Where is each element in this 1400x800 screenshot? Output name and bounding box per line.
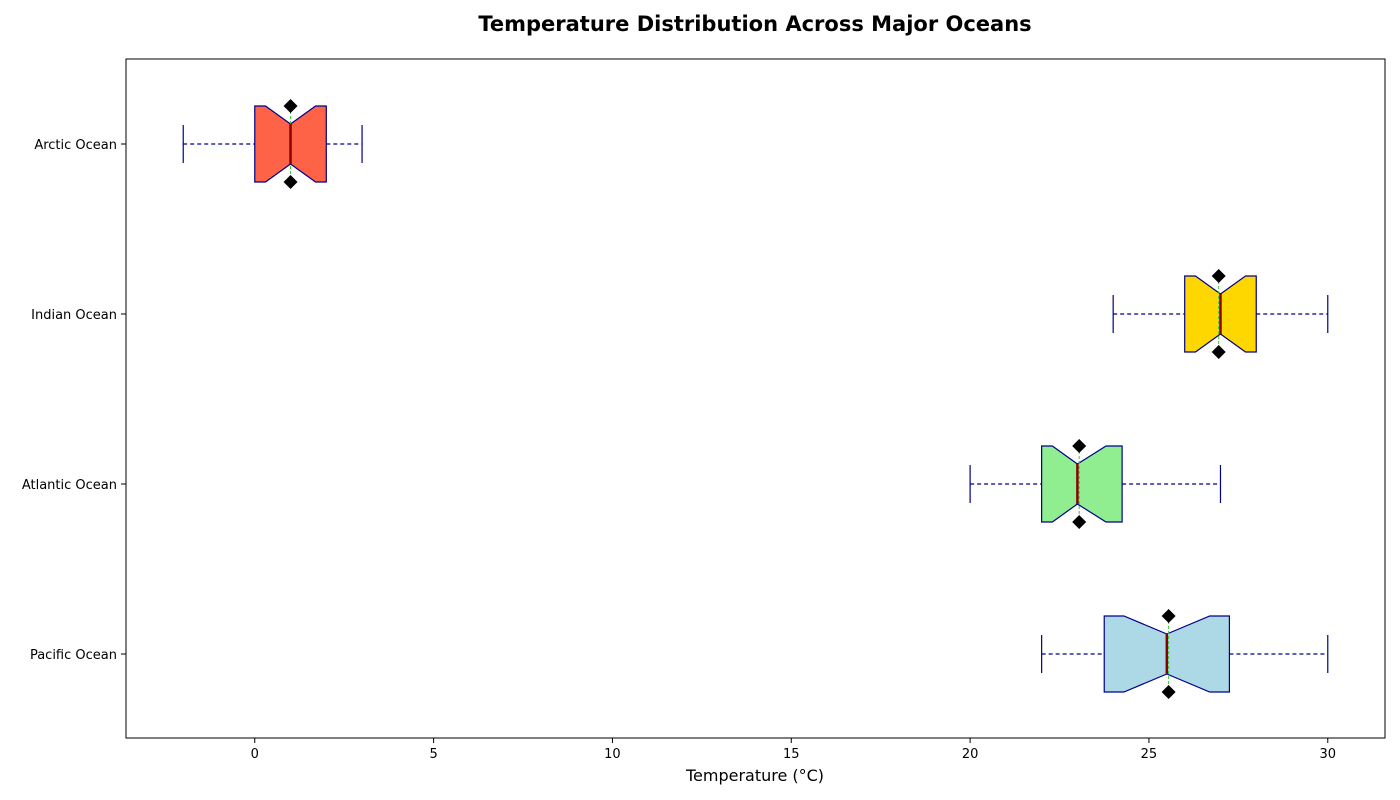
x-tick-label: 25 <box>1141 747 1158 762</box>
x-tick-label: 10 <box>604 747 621 762</box>
y-axis: Pacific Ocean Atlantic Ocean Indian Ocean A… <box>22 138 126 663</box>
marker-bottom <box>1211 345 1226 359</box>
box-atlantic-ocean <box>969 439 1222 529</box>
marker-bottom <box>1072 515 1087 529</box>
marker-top <box>1161 609 1176 623</box>
y-tick-label: Pacific Ocean <box>30 648 117 663</box>
marker-top <box>1072 439 1087 453</box>
x-tick-label: 30 <box>1319 747 1336 762</box>
marker-top <box>283 99 298 113</box>
marker-top <box>1211 269 1226 283</box>
y-tick-label: Atlantic Ocean <box>22 478 117 493</box>
marker-bottom <box>1161 685 1176 699</box>
y-tick-label: Indian Ocean <box>31 308 117 323</box>
x-axis: 0 5 10 15 20 25 30 <box>251 738 1336 762</box>
x-tick-label: 5 <box>429 747 437 762</box>
box-arctic-ocean <box>182 99 363 189</box>
box-indian-ocean <box>1112 269 1329 359</box>
x-tick-label: 0 <box>251 747 259 762</box>
marker-bottom <box>283 175 298 189</box>
box-body <box>1041 445 1123 523</box>
chart-title: Temperature Distribution Across Major Oc… <box>478 12 1031 36</box>
x-axis-label: Temperature (°C) <box>685 766 824 785</box>
plot-frame <box>125 58 1386 739</box>
x-tick-label: 20 <box>962 747 979 762</box>
y-tick-label: Arctic Ocean <box>34 138 117 153</box>
box-pacific-ocean <box>1041 609 1329 699</box>
plot-area <box>182 99 1329 699</box>
x-tick-label: 15 <box>783 747 800 762</box>
